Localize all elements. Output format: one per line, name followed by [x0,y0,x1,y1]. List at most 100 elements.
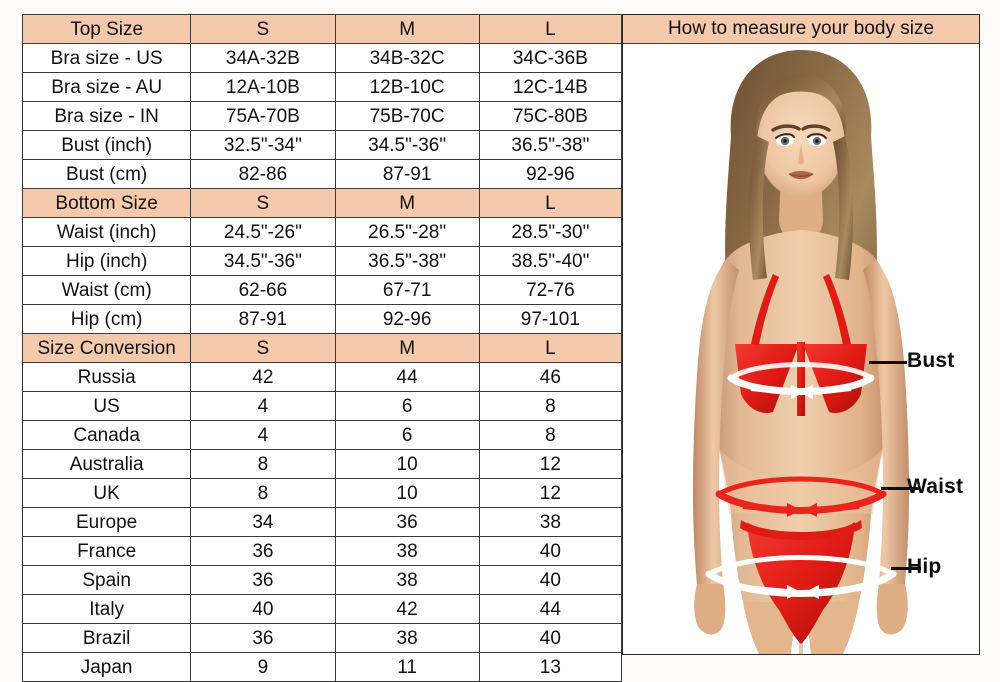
section-title-cell: Top Size [21,14,192,44]
measurement-cell: 26.5"-28" [334,217,480,247]
measurement-cell: 82-86 [190,159,336,189]
measurement-cell: 12C-14B [478,72,623,102]
row-label-cell: Hip (inch) [21,246,192,276]
table-row: Spain 36 38 40 [21,565,623,595]
row-label-cell: Spain [21,565,192,595]
hip-label: Hip [907,555,942,578]
measurement-cell: 8 [190,478,336,508]
table-row: Brazil 36 38 40 [21,623,623,653]
bust-label: Bust [907,349,955,372]
table-row: Waist (cm) 62-66 67-71 72-76 [21,275,623,305]
row-label-cell: Bust (inch) [21,130,192,160]
measurement-cell: 40 [190,594,336,624]
measurement-cell: 8 [190,449,336,479]
hip-leader-line [891,567,921,570]
measurement-cell: 10 [334,449,480,479]
measurement-cell: 38 [334,536,480,566]
measurement-cell: 36 [190,565,336,595]
table-row: Italy 40 42 44 [21,594,623,624]
size-column-header: S [190,333,336,363]
measurement-cell: 9 [190,652,336,682]
measurement-cell: 67-71 [334,275,480,305]
size-column-header: S [190,188,336,218]
measurement-cell: 8 [478,420,623,450]
table-row: Hip (inch) 34.5"-36" 36.5"-38" 38.5"-40" [21,246,623,276]
measurement-cell: 40 [478,536,623,566]
measurement-cell: 34C-36B [478,43,623,73]
table-row: Europe 34 36 38 [21,507,623,537]
measurement-cell: 34B-32C [334,43,480,73]
measurement-cell: 92-96 [334,304,480,334]
measurement-cell: 75A-70B [190,101,336,131]
measurement-cell: 72-76 [478,275,623,305]
measurement-cell: 42 [334,594,480,624]
measurement-cell: 4 [190,391,336,421]
measurement-cell: 12A-10B [190,72,336,102]
measurement-cell: 32.5"-34" [190,130,336,160]
table-row: Japan 9 11 13 [21,652,623,682]
measurement-cell: 44 [334,362,480,392]
measurement-cell: 40 [478,565,623,595]
measurement-cell: 40 [478,623,623,653]
measurement-cell: 36 [190,623,336,653]
section-header-row: Size Conversion S M L [21,333,623,363]
measurement-cell: 36 [334,507,480,537]
measurement-cell: 87-91 [334,159,480,189]
measurement-cell: 97-101 [478,304,623,334]
section-title-cell: Bottom Size [21,188,192,218]
size-column-header: M [334,14,480,44]
table-row: Waist (inch) 24.5"-26" 26.5"-28" 28.5"-30" [21,217,623,247]
measurement-cell: 12 [478,478,623,508]
measurement-cell: 6 [334,420,480,450]
waist-band [715,476,887,517]
size-column-header: M [334,188,480,218]
row-label-cell: Europe [21,507,192,537]
size-column-header: M [334,333,480,363]
row-label-cell: Italy [21,594,192,624]
measure-guide-panel: How to measure your body size [622,14,980,655]
waist-leader-line [881,487,919,490]
measurement-cell: 62-66 [190,275,336,305]
table-row: Hip (cm) 87-91 92-96 97-101 [21,304,623,334]
size-chart-table: Top Size S M L Bra size - US 34A-32B 34B-32C 34… [21,14,623,682]
row-label-cell: Japan [21,652,192,682]
measurement-cell: 6 [334,391,480,421]
size-column-header: L [478,14,623,44]
measurement-cell: 34 [190,507,336,537]
row-label-cell: Brazil [21,623,192,653]
measurement-cell: 75C-80B [478,101,623,131]
measurement-cell: 12B-10C [334,72,480,102]
size-column-header: L [478,188,623,218]
measurement-cell: 46 [478,362,623,392]
panel-title: How to measure your body size [623,15,979,44]
table-row: Bra size - AU 12A-10B 12B-10C 12C-14B [21,72,623,102]
bust-band [727,362,875,399]
row-label-cell: Hip (cm) [21,304,192,334]
model-figure-illustration [623,44,979,654]
measurement-cell: 44 [478,594,623,624]
hip-band [705,555,897,599]
size-chart-body: Top Size S M L Bra size - US 34A-32B 34B-32C 34… [21,14,623,682]
row-label-cell: Waist (cm) [21,275,192,305]
waist-label: Waist [907,475,964,498]
row-label-cell: Canada [21,420,192,450]
table-row: Bra size - US 34A-32B 34B-32C 34C-36B [21,43,623,73]
section-header-row: Bottom Size S M L [21,188,623,218]
measurement-cell: 92-96 [478,159,623,189]
row-label-cell: Bra size - IN [21,101,192,131]
measurement-cell: 87-91 [190,304,336,334]
measurement-cell: 10 [334,478,480,508]
row-label-cell: Bust (cm) [21,159,192,189]
row-label-cell: France [21,536,192,566]
measurement-cell: 24.5"-26" [190,217,336,247]
measurement-cell: 75B-70C [334,101,480,131]
measurement-cell: 34A-32B [190,43,336,73]
table-row: US 4 6 8 [21,391,623,421]
measurement-cell: 36 [190,536,336,566]
measurement-cell: 38 [334,623,480,653]
measurement-cell: 8 [478,391,623,421]
table-row: Bust (cm) 82-86 87-91 92-96 [21,159,623,189]
measurement-cell: 38.5"-40" [478,246,623,276]
table-row: Australia 8 10 12 [21,449,623,479]
